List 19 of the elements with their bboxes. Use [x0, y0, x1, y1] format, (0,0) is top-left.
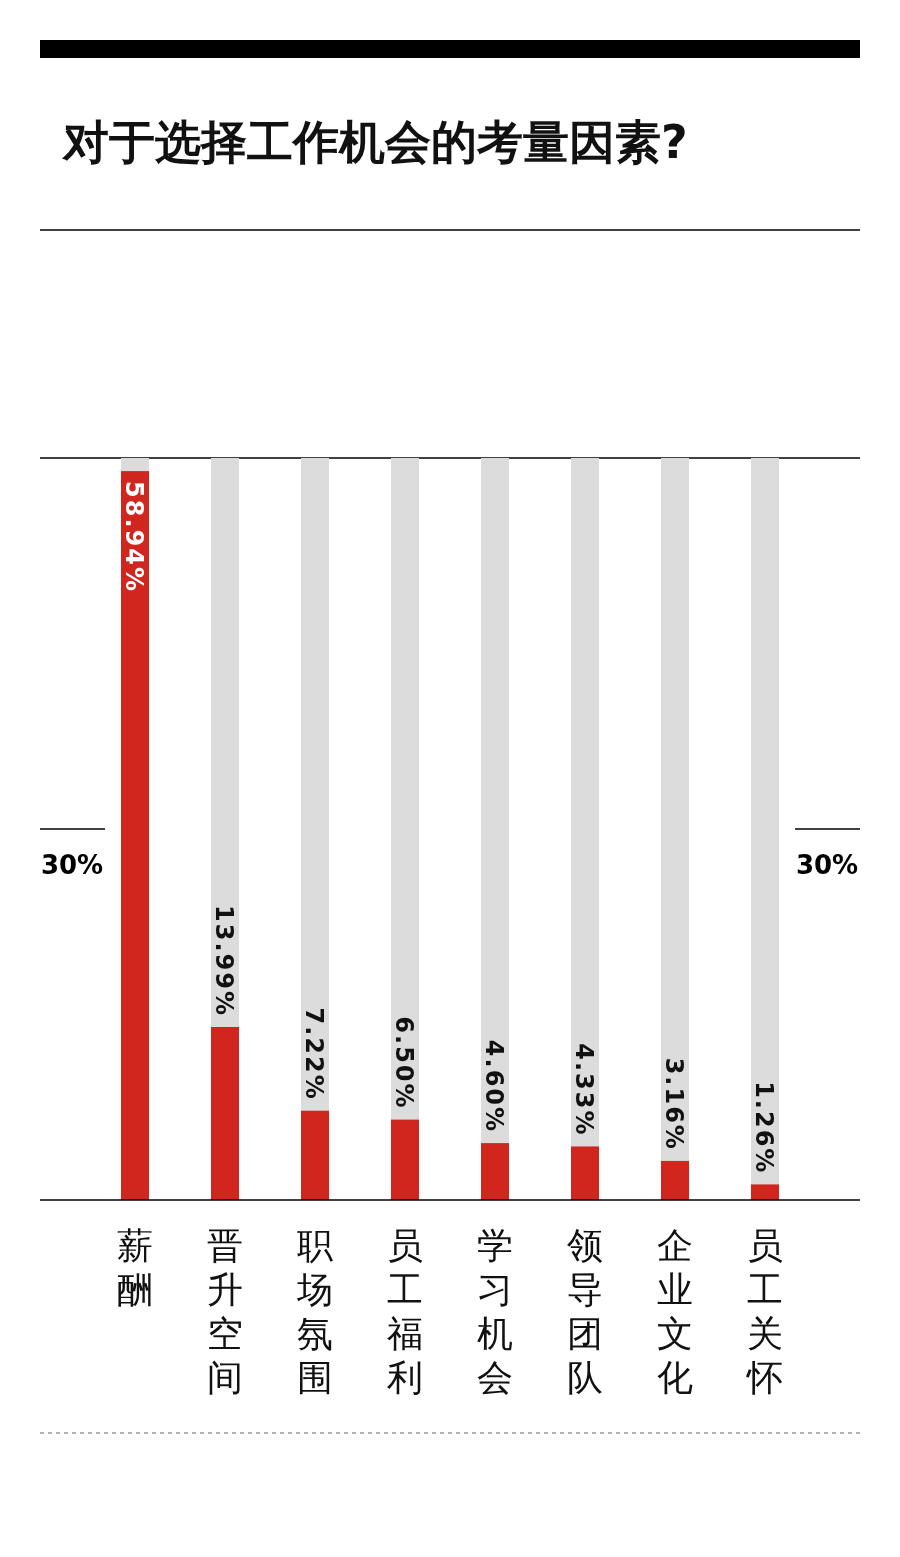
chart-title: 对于选择工作机会的考量因素?: [61, 115, 688, 169]
x-tick-label: 晋升空间: [207, 1225, 243, 1398]
data-label: 58.94%: [120, 481, 148, 594]
data-label: 6.50%: [390, 1016, 418, 1110]
x-tick-label: 员工关怀: [745, 1225, 783, 1398]
x-tick-label: 领导团队: [567, 1225, 603, 1398]
data-label: 3.16%: [660, 1057, 688, 1151]
data-label: 1.26%: [750, 1081, 778, 1175]
data-label: 4.33%: [570, 1043, 598, 1137]
text: 30%: [40, 850, 104, 880]
data-label: 13.99%: [210, 905, 238, 1017]
x-tick-label: 薪酬: [117, 1225, 153, 1310]
x-tick-label: 企业文化: [657, 1225, 693, 1398]
x-tick-label: 员工福利: [387, 1225, 423, 1398]
x-tick-label: 职场氛围: [296, 1225, 333, 1398]
data-label: 4.60%: [480, 1039, 508, 1134]
legend-label: 30%: [795, 850, 859, 880]
x-tick-label: 学习机会: [477, 1225, 513, 1398]
data-label: 7.22%: [300, 1007, 328, 1101]
